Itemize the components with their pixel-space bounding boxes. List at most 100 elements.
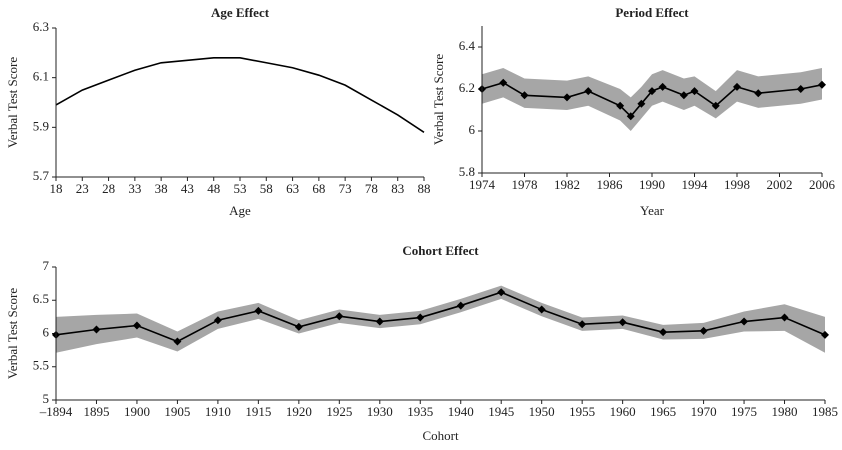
x-tick-label: 1982 bbox=[554, 177, 580, 192]
y-tick-label: 7 bbox=[43, 258, 50, 273]
marker bbox=[733, 82, 741, 91]
x-tick-label: –1894 bbox=[39, 404, 73, 419]
y-tick-label: 6.4 bbox=[459, 38, 476, 53]
x-tick-label: 1955 bbox=[569, 404, 595, 419]
marker bbox=[618, 318, 627, 327]
y-tick-label: 5.5 bbox=[33, 358, 49, 373]
x-axis-label: Year bbox=[640, 203, 665, 218]
x-tick-label: 63 bbox=[286, 181, 299, 196]
chart-title: Age Effect bbox=[211, 5, 270, 20]
marker bbox=[690, 87, 699, 96]
marker bbox=[818, 80, 826, 89]
x-tick-label: 1940 bbox=[448, 404, 474, 419]
y-tick-label: 5.7 bbox=[33, 168, 50, 183]
x-tick-label: 1980 bbox=[772, 404, 798, 419]
marker bbox=[520, 91, 529, 100]
x-tick-label: 68 bbox=[312, 181, 325, 196]
x-tick-label: 1930 bbox=[367, 404, 393, 419]
x-tick-label: 1935 bbox=[407, 404, 433, 419]
x-tick-label: 1970 bbox=[691, 404, 717, 419]
x-tick-label: 1905 bbox=[164, 404, 190, 419]
marker bbox=[584, 87, 593, 96]
y-tick-label: 6.2 bbox=[459, 80, 475, 95]
marker bbox=[616, 101, 625, 110]
line bbox=[55, 291, 826, 343]
x-tick-label: 23 bbox=[76, 181, 89, 196]
x-tick-label: 28 bbox=[102, 181, 115, 196]
marker bbox=[780, 313, 789, 322]
x-axis-label: Age bbox=[229, 203, 251, 218]
x-tick-label: 1986 bbox=[597, 177, 624, 192]
y-tick-label: 5 bbox=[43, 391, 50, 406]
marker bbox=[132, 321, 141, 330]
x-tick-label: 53 bbox=[234, 181, 247, 196]
x-tick-label: 1945 bbox=[488, 404, 514, 419]
marker bbox=[92, 325, 101, 334]
marker bbox=[173, 337, 182, 346]
x-tick-label: 2002 bbox=[767, 177, 793, 192]
marker bbox=[563, 93, 571, 102]
marker bbox=[375, 317, 384, 326]
x-tick-label: 1994 bbox=[682, 177, 709, 192]
marker bbox=[497, 288, 506, 297]
x-tick-label: 1925 bbox=[326, 404, 352, 419]
marker bbox=[821, 330, 829, 339]
x-tick-label: 73 bbox=[339, 181, 352, 196]
x-tick-label: 38 bbox=[155, 181, 168, 196]
marker bbox=[335, 312, 344, 321]
x-tick-label: 2006 bbox=[809, 177, 836, 192]
marker bbox=[699, 326, 708, 335]
marker bbox=[499, 78, 508, 87]
x-tick-label: 1915 bbox=[245, 404, 271, 419]
y-tick-label: 6 bbox=[43, 324, 50, 339]
marker bbox=[578, 320, 587, 329]
y-tick-label: 6.5 bbox=[33, 291, 49, 306]
x-tick-label: 1960 bbox=[610, 404, 636, 419]
y-axis-label: Verbal Test Score bbox=[5, 288, 20, 379]
marker bbox=[711, 101, 720, 110]
x-tick-label: 1985 bbox=[812, 404, 838, 419]
marker bbox=[626, 112, 635, 121]
y-tick-label: 5.8 bbox=[459, 164, 475, 179]
x-tick-label: 1975 bbox=[731, 404, 757, 419]
x-tick-label: 43 bbox=[181, 181, 194, 196]
marker bbox=[537, 305, 546, 314]
marker bbox=[659, 328, 668, 337]
marker bbox=[796, 85, 805, 93]
x-tick-label: 48 bbox=[207, 181, 220, 196]
y-tick-label: 6.3 bbox=[33, 19, 49, 34]
x-tick-label: 1974 bbox=[469, 177, 496, 192]
y-tick-label: 6.1 bbox=[33, 69, 49, 84]
marker bbox=[456, 301, 465, 310]
x-tick-label: 1990 bbox=[639, 177, 665, 192]
marker bbox=[416, 313, 425, 322]
x-axis-label: Cohort bbox=[422, 428, 459, 443]
y-tick-label: 6 bbox=[469, 122, 476, 137]
marker bbox=[648, 87, 656, 96]
x-tick-label: 1978 bbox=[512, 177, 538, 192]
x-tick-label: 78 bbox=[365, 181, 378, 196]
marker bbox=[294, 322, 303, 331]
marker bbox=[213, 316, 222, 325]
x-tick-label: 1965 bbox=[650, 404, 676, 419]
x-tick-label: 1895 bbox=[83, 404, 109, 419]
x-tick-label: 33 bbox=[128, 181, 141, 196]
x-tick-label: 83 bbox=[391, 181, 404, 196]
marker bbox=[754, 89, 763, 98]
line bbox=[55, 57, 425, 133]
y-axis-label: Verbal Test Score bbox=[431, 54, 446, 145]
x-tick-label: 1910 bbox=[205, 404, 231, 419]
x-tick-label: 1920 bbox=[286, 404, 312, 419]
y-axis-label: Verbal Test Score bbox=[5, 57, 20, 148]
x-tick-label: 88 bbox=[418, 181, 431, 196]
x-tick-label: 1900 bbox=[124, 404, 150, 419]
y-tick-label: 5.9 bbox=[33, 118, 49, 133]
marker bbox=[740, 317, 749, 326]
marker bbox=[658, 82, 667, 91]
chart-title: Cohort Effect bbox=[402, 243, 479, 258]
chart-title: Period Effect bbox=[615, 5, 689, 20]
marker bbox=[637, 99, 646, 108]
marker bbox=[254, 306, 263, 315]
x-tick-label: 1998 bbox=[724, 177, 750, 192]
